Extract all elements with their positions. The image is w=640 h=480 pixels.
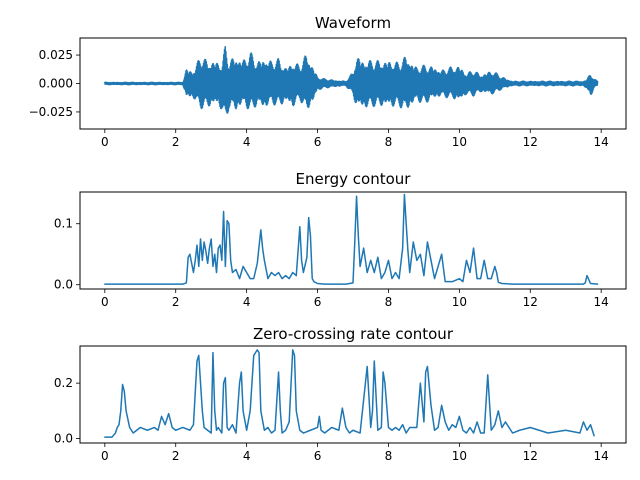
waveform-xtick-label: 0 [101, 135, 109, 149]
zcr-xtick-label: 4 [243, 449, 251, 463]
waveform-title: Waveform [315, 14, 391, 32]
zcr-xtick-label: 12 [523, 449, 538, 463]
energy-series-line [104, 193, 599, 285]
waveform-xtick-label: 12 [523, 135, 538, 149]
waveform-xtick-label: 6 [314, 135, 322, 149]
energy-xtick-label: 2 [172, 295, 180, 309]
energy-xtick-label: 0 [101, 295, 109, 309]
waveform-xtick-label: 8 [385, 135, 393, 149]
zcr-ytick-label: 0.2 [54, 376, 73, 390]
zcr-contour-panel: Zero-crossing rate contour 0 2 4 6 8 10 12 14 0.… [54, 325, 627, 463]
energy-xtick-label: 14 [594, 295, 609, 309]
waveform-ytick-label: −0.025 [29, 105, 73, 119]
energy-ytick-label: 0.0 [54, 278, 73, 292]
waveform-xtick-label: 4 [243, 135, 251, 149]
zcr-ytick-label: 0.0 [54, 432, 73, 446]
zcr-xtick-label: 14 [594, 449, 609, 463]
zcr-plot-area [104, 349, 595, 438]
waveform-ytick-label: 0.000 [39, 77, 73, 91]
waveform-panel: Waveform 0 2 4 6 8 10 12 14 −0.025 0.000 0.025 [29, 14, 627, 149]
energy-xtick-label: 4 [243, 295, 251, 309]
zcr-xtick-label: 6 [314, 449, 322, 463]
energy-axes-ticks: 0 2 4 6 8 10 12 14 0.0 0.1 [54, 217, 609, 309]
energy-plot-area [104, 193, 599, 285]
zcr-xtick-label: 10 [452, 449, 467, 463]
waveform-ytick-label: 0.025 [39, 48, 73, 62]
waveform-axes-ticks: 0 2 4 6 8 10 12 14 −0.025 0.000 0.025 [29, 48, 609, 149]
waveform-series-line [104, 45, 599, 114]
energy-xtick-label: 10 [452, 295, 467, 309]
zcr-series-line [104, 349, 595, 438]
zcr-contour-title: Zero-crossing rate contour [253, 325, 454, 343]
zcr-axes-frame [79, 345, 627, 444]
zcr-xtick-label: 8 [385, 449, 393, 463]
energy-xtick-label: 8 [385, 295, 393, 309]
zcr-xtick-label: 2 [172, 449, 180, 463]
waveform-xtick-label: 10 [452, 135, 467, 149]
waveform-xtick-label: 2 [172, 135, 180, 149]
zcr-xtick-label: 0 [101, 449, 109, 463]
energy-contour-title: Energy contour [296, 170, 412, 188]
waveform-axes-frame [79, 37, 627, 130]
energy-xtick-label: 6 [314, 295, 322, 309]
waveform-xtick-label: 14 [594, 135, 609, 149]
energy-ytick-label: 0.1 [54, 217, 73, 231]
energy-contour-panel: Energy contour 0 2 4 6 8 10 12 14 0.0 0.1 [54, 170, 627, 309]
energy-axes-frame [79, 191, 627, 290]
energy-xtick-label: 12 [523, 295, 538, 309]
zcr-axes-ticks: 0 2 4 6 8 10 12 14 0.0 0.2 [54, 376, 609, 463]
waveform-plot-area [104, 45, 599, 114]
